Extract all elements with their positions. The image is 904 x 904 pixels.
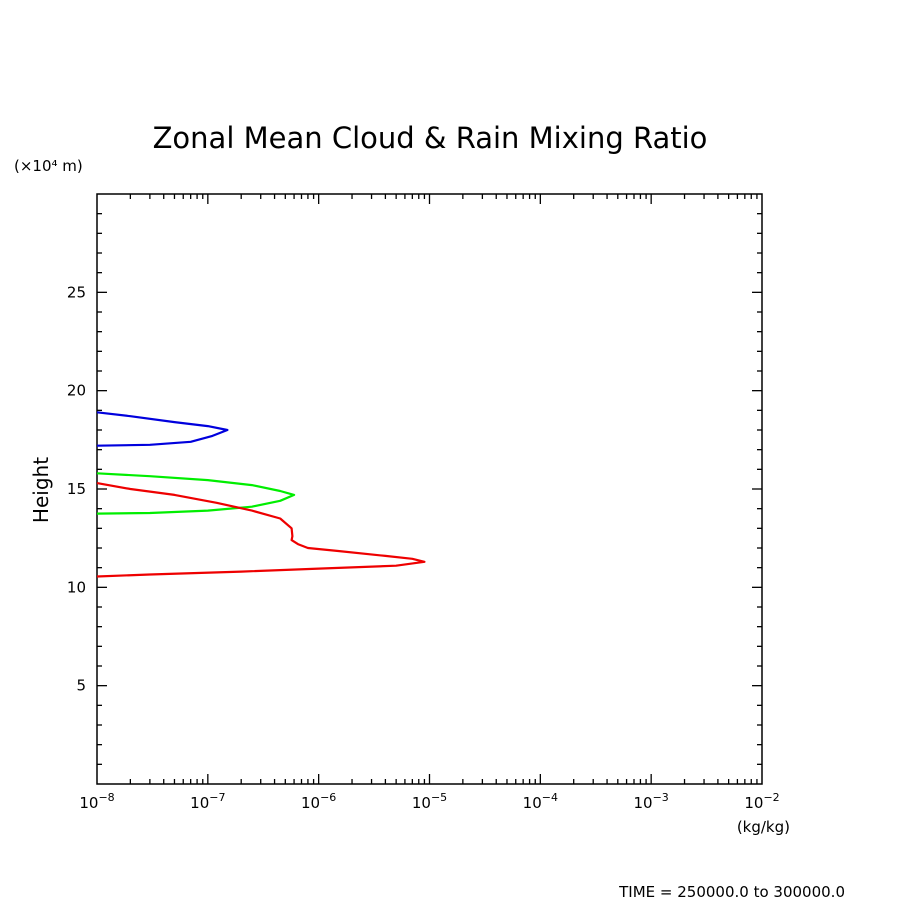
x-tick-label: 10−7 (190, 791, 225, 812)
axis-tick-labels: 5 10 15 20 25 10−8 10−7 10−6 10−5 10−4 10−3 10−2 (67, 283, 780, 812)
y-axis-label: Height (29, 457, 53, 523)
x-tick-label: 10−8 (79, 791, 114, 812)
data-series (96, 411, 426, 578)
y-tick-label: 5 (76, 677, 86, 695)
y-tick-label: 15 (67, 480, 86, 498)
x-tick-label: 10−2 (744, 791, 779, 812)
series-line-1 (96, 411, 229, 447)
plot-frame (96, 193, 763, 785)
series-line-2 (96, 472, 296, 515)
x-tick-label: 10−5 (412, 791, 447, 812)
chart-title: Zonal Mean Cloud & Rain Mixing Ratio (153, 121, 708, 155)
y-axis-unit: (×10⁴ m) (14, 157, 83, 175)
series-line-3 (96, 482, 426, 578)
time-footer: TIME = 250000.0 to 300000.0 (618, 883, 845, 901)
x-tick-label: 10−3 (634, 791, 669, 812)
x-tick-label: 10−6 (301, 791, 336, 812)
y-tick-label: 10 (67, 578, 86, 596)
y-tick-label: 25 (67, 283, 86, 301)
x-tick-label: 10−4 (523, 791, 558, 812)
x-axis-unit: (kg/kg) (737, 818, 790, 836)
y-tick-label: 20 (67, 382, 86, 400)
axis-ticks (97, 194, 762, 784)
